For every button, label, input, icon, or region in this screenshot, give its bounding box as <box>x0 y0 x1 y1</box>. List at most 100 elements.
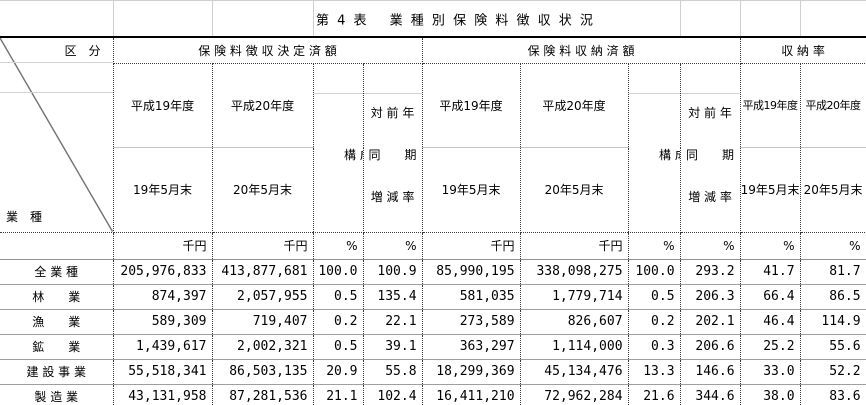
value-cell: 16,411,210 <box>422 384 521 405</box>
gridline-vertical <box>800 1 801 36</box>
unit-cell: 千円 <box>212 232 314 260</box>
table-row: 漁 業 589,309 719,407 0.2 22.1 273,589 826,607 0.… <box>0 309 866 335</box>
value-cell: 18,299,369 <box>422 359 521 385</box>
col-header-h20-decided: 平成20年度 <box>212 63 314 148</box>
value-cell: 55.6 <box>800 334 866 360</box>
period-header-row: 19年5月末 20年5月末 19年5月末 20年5月末 19年5月末 20年5月… <box>0 147 866 233</box>
col-header-yoy-received: 対 前 年 同 期 増 減 率 <box>680 63 741 233</box>
unit-cell: % <box>800 232 866 260</box>
col-header-h20-rate: 平成20年度 <box>800 63 866 148</box>
sub-header-h20-decided: 20年5月末 <box>212 147 314 233</box>
value-cell: 205,976,833 <box>113 259 213 285</box>
sub-header-h19-received: 19年5月末 <box>422 147 521 233</box>
unit-cell: % <box>628 232 681 260</box>
table-row: 鉱 業 1,439,617 2,002,321 0.5 39.1 363,297 1,114… <box>0 334 866 360</box>
value-cell: 719,407 <box>212 309 314 335</box>
gridline-vertical <box>113 1 114 36</box>
value-cell: 20.9 <box>313 359 364 385</box>
unit-cell: % <box>680 232 741 260</box>
group-header-rate: 収 納 率 <box>740 38 866 64</box>
unit-row-empty-cell <box>0 232 114 260</box>
row-label: 鉱 業 <box>0 334 114 360</box>
value-cell: 52.2 <box>800 359 866 385</box>
table-row: 建 設 事 業 55,518,341 86,503,135 20.9 55.8 18,29… <box>0 359 866 385</box>
value-cell: 45,134,476 <box>520 359 629 385</box>
header-gridline <box>363 92 422 94</box>
data-rows: 全 業 種 205,976,833 413,877,681 100.0 100.9 85,… <box>0 259 866 405</box>
value-cell: 21.6 <box>628 384 681 405</box>
composition-label: 構 成 比 <box>344 148 362 162</box>
value-cell: 55.8 <box>363 359 423 385</box>
value-cell: 826,607 <box>520 309 629 335</box>
industry-premium-table: 区 分 業 種 保 険 料 徴 収 決 定 済 額 保 険 料 収 納 済 額 … <box>0 38 866 405</box>
value-cell: 0.5 <box>313 284 364 310</box>
value-cell: 100.0 <box>628 259 681 285</box>
sub-header-h19-decided: 19年5月末 <box>113 147 213 233</box>
value-cell: 13.3 <box>628 359 681 385</box>
value-cell: 338,098,275 <box>520 259 629 285</box>
value-cell: 100.9 <box>363 259 423 285</box>
value-cell: 413,877,681 <box>212 259 314 285</box>
sub-header-h19-rate: 19年5月末 <box>740 147 801 233</box>
yoy-label-line: 同 期 <box>368 147 417 162</box>
value-cell: 81.7 <box>800 259 866 285</box>
row-label: 製 造 業 <box>0 384 114 405</box>
value-cell: 344.6 <box>680 384 741 405</box>
group-header-row: 区 分 業 種 保 険 料 徴 収 決 定 済 額 保 険 料 収 納 済 額 … <box>0 38 866 233</box>
yoy-label-line: 同 期 <box>686 147 735 162</box>
value-cell: 114.9 <box>800 309 866 335</box>
corner-cell: 区 分 業 種 <box>0 38 114 233</box>
corner-label-kubun: 区 分 <box>64 44 101 58</box>
yoy-label-line: 対 前 年 <box>688 105 732 120</box>
value-cell: 72,962,284 <box>520 384 629 405</box>
value-cell: 102.4 <box>363 384 423 405</box>
value-cell: 363,297 <box>422 334 521 360</box>
value-cell: 202.1 <box>680 309 741 335</box>
unit-cell: 千円 <box>113 232 213 260</box>
unit-row: 千円 千円 % % 千円 千円 % % % % <box>0 232 866 260</box>
gridline-vertical <box>313 1 314 36</box>
col-header-yoy-decided: 対 前 年 同 期 増 減 率 <box>363 63 423 233</box>
value-cell: 86,503,135 <box>212 359 314 385</box>
unit-cell: % <box>740 232 801 260</box>
gridline-vertical <box>680 1 681 36</box>
corner-gridline <box>0 92 112 93</box>
value-cell: 38.0 <box>740 384 801 405</box>
col-header-h19-rate: 平成19年度 <box>740 63 801 148</box>
unit-cell: 千円 <box>422 232 521 260</box>
value-cell: 87,281,536 <box>212 384 314 405</box>
yoy-label-line: 対 前 年 <box>370 105 415 120</box>
col-header-h19-received: 平成19年度 <box>422 63 521 148</box>
col-header-composition-decided: 構 成 比 <box>313 63 364 233</box>
table-row: 林 業 874,397 2,057,955 0.5 135.4 581,035 1,779,… <box>0 284 866 310</box>
report-title: 第 4 表 業 種 別 保 険 料 徴 収 状 況 <box>316 13 595 28</box>
group-header-received: 保 険 料 収 納 済 額 <box>422 38 741 64</box>
diagonal-line <box>0 38 112 231</box>
year-header-row: 平成19年度 平成20年度 構 成 比 対 前 年 同 期 増 減 率 平成19… <box>0 63 866 233</box>
value-cell: 589,309 <box>113 309 213 335</box>
row-label: 林 業 <box>0 284 114 310</box>
value-cell: 2,002,321 <box>212 334 314 360</box>
value-cell: 21.1 <box>313 384 364 405</box>
value-cell: 46.4 <box>740 309 801 335</box>
title-band: 第 4 表 業 種 別 保 険 料 徴 収 状 況 <box>0 0 866 38</box>
value-cell: 33.0 <box>740 359 801 385</box>
value-cell: 85,990,195 <box>422 259 521 285</box>
table-row: 全 業 種 205,976,833 413,877,681 100.0 100.9 85,… <box>0 259 866 285</box>
gridline-vertical <box>212 1 213 36</box>
value-cell: 66.4 <box>740 284 801 310</box>
yoy-label-line: 増 減 率 <box>688 189 732 204</box>
value-cell: 55,518,341 <box>113 359 213 385</box>
value-cell: 43,131,958 <box>113 384 213 405</box>
group-header-decided: 保 険 料 徴 収 決 定 済 額 <box>113 38 423 64</box>
col-header-h19-decided: 平成19年度 <box>113 63 213 148</box>
value-cell: 135.4 <box>363 284 423 310</box>
value-cell: 206.3 <box>680 284 741 310</box>
value-cell: 1,779,714 <box>520 284 629 310</box>
value-cell: 206.6 <box>680 334 741 360</box>
value-cell: 293.2 <box>680 259 741 285</box>
gridline-vertical <box>740 1 741 36</box>
unit-cell: % <box>363 232 423 260</box>
value-cell: 1,114,000 <box>520 334 629 360</box>
